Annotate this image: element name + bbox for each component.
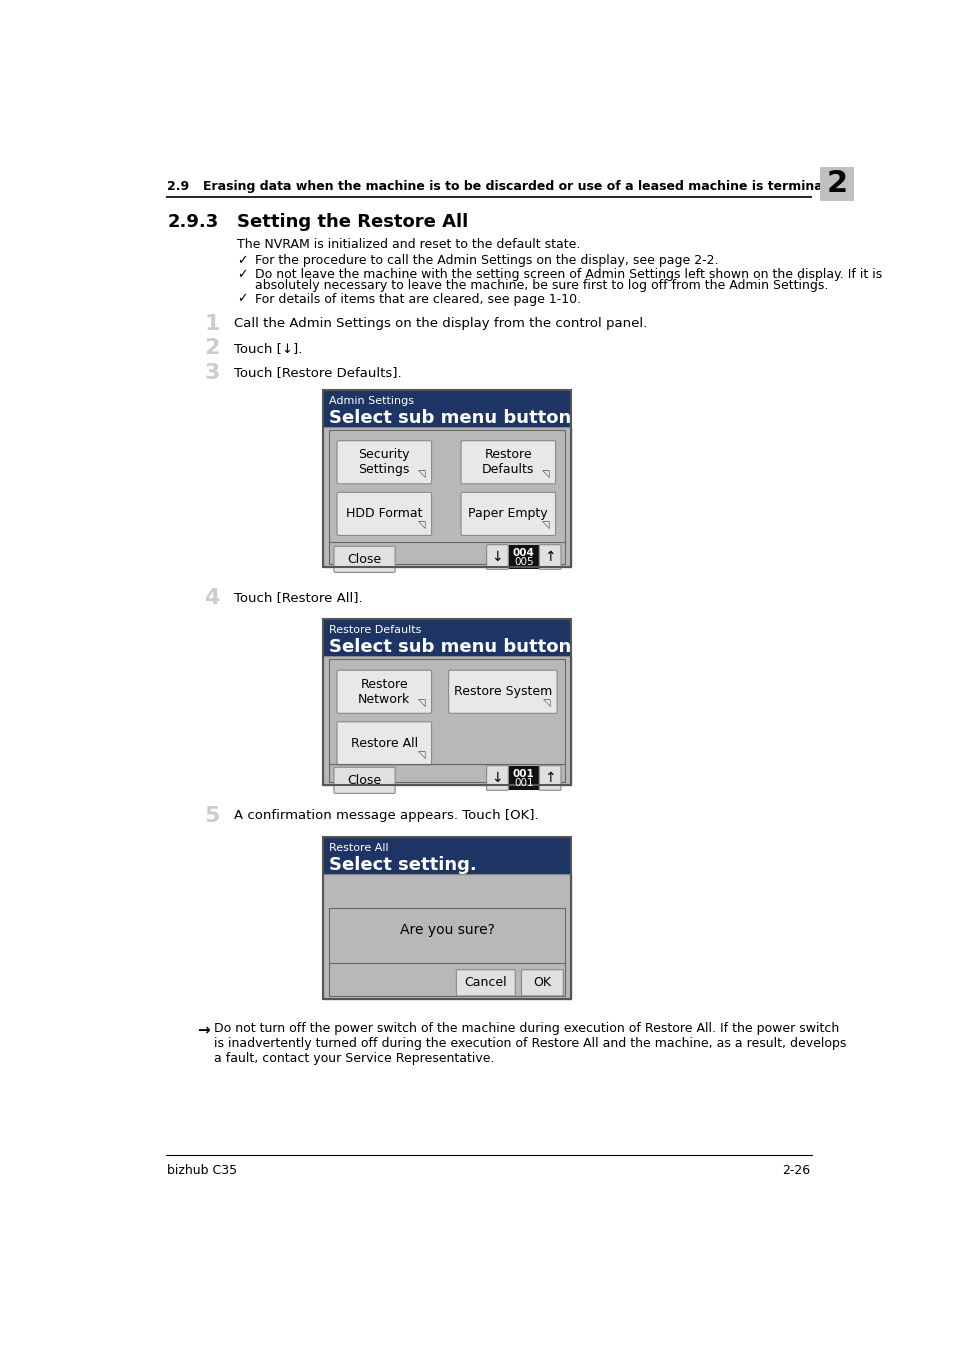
Bar xyxy=(323,620,571,656)
Text: Restore Defaults: Restore Defaults xyxy=(329,625,421,634)
Text: 004: 004 xyxy=(513,548,535,558)
Text: HDD Format: HDD Format xyxy=(346,508,422,520)
Bar xyxy=(329,429,564,564)
Text: Close: Close xyxy=(347,552,381,566)
Text: 5: 5 xyxy=(204,806,219,826)
Text: absolutely necessary to leave the machine, be sure first to log off from the Adm: absolutely necessary to leave the machin… xyxy=(254,278,827,292)
FancyBboxPatch shape xyxy=(486,544,508,570)
Text: ↓: ↓ xyxy=(491,771,503,784)
FancyBboxPatch shape xyxy=(460,493,555,536)
Text: Cancel: Cancel xyxy=(464,976,507,990)
Text: For the procedure to call the Admin Settings on the display, see page 2-2.: For the procedure to call the Admin Sett… xyxy=(254,254,718,267)
Text: 005: 005 xyxy=(514,558,533,567)
Text: ◹: ◹ xyxy=(417,468,425,478)
Bar xyxy=(323,427,571,567)
Bar xyxy=(323,620,571,784)
Text: ◹: ◹ xyxy=(417,749,425,760)
Text: Select sub menu button.: Select sub menu button. xyxy=(329,409,578,427)
Text: 2-26: 2-26 xyxy=(781,1164,810,1177)
Text: Restore
Defaults: Restore Defaults xyxy=(481,448,534,477)
Text: Restore All: Restore All xyxy=(351,737,417,749)
Text: ◹: ◹ xyxy=(417,698,425,707)
Bar xyxy=(509,767,537,790)
FancyBboxPatch shape xyxy=(538,544,560,570)
Text: Touch [Restore All].: Touch [Restore All]. xyxy=(233,591,362,605)
Text: ✓: ✓ xyxy=(236,293,247,305)
Text: ◹: ◹ xyxy=(417,520,425,531)
Text: Do not turn off the power switch of the machine during execution of Restore All.: Do not turn off the power switch of the … xyxy=(213,1022,845,1065)
FancyBboxPatch shape xyxy=(336,440,431,483)
Text: 2.9: 2.9 xyxy=(167,180,190,193)
Text: 4: 4 xyxy=(204,587,219,608)
FancyBboxPatch shape xyxy=(521,969,562,996)
Text: 1: 1 xyxy=(204,313,220,333)
Text: Setting the Restore All: Setting the Restore All xyxy=(236,213,468,231)
Text: 3: 3 xyxy=(204,363,219,383)
Text: Paper Empty: Paper Empty xyxy=(468,508,548,520)
Bar xyxy=(819,166,853,201)
Bar xyxy=(323,837,571,999)
Text: Close: Close xyxy=(347,774,381,787)
Text: Erasing data when the machine is to be discarded or use of a leased machine is t: Erasing data when the machine is to be d… xyxy=(203,180,845,193)
Text: Admin Settings: Admin Settings xyxy=(329,396,414,406)
FancyBboxPatch shape xyxy=(460,440,555,483)
Bar xyxy=(329,909,564,996)
FancyBboxPatch shape xyxy=(538,765,560,790)
Text: 2.9.3: 2.9.3 xyxy=(167,213,218,231)
Text: Are you sure?: Are you sure? xyxy=(399,922,494,937)
Bar xyxy=(323,390,571,427)
FancyBboxPatch shape xyxy=(486,765,508,790)
Text: 001: 001 xyxy=(514,779,533,788)
Text: Touch [Restore Defaults].: Touch [Restore Defaults]. xyxy=(233,366,401,379)
FancyBboxPatch shape xyxy=(456,969,515,996)
Text: ✓: ✓ xyxy=(236,254,247,267)
FancyBboxPatch shape xyxy=(448,670,557,713)
Bar xyxy=(323,875,571,999)
Text: ◹: ◹ xyxy=(541,520,549,531)
Text: Select setting.: Select setting. xyxy=(329,856,476,873)
Text: Security
Settings: Security Settings xyxy=(358,448,410,477)
Text: bizhub C35: bizhub C35 xyxy=(167,1164,237,1177)
FancyBboxPatch shape xyxy=(336,722,431,765)
Bar xyxy=(509,545,537,568)
Text: 2: 2 xyxy=(825,169,846,198)
FancyBboxPatch shape xyxy=(334,547,395,572)
Text: ✓: ✓ xyxy=(236,267,247,281)
Bar xyxy=(323,390,571,567)
Bar xyxy=(323,837,571,875)
Text: Restore System: Restore System xyxy=(454,686,552,698)
FancyBboxPatch shape xyxy=(336,670,431,713)
Text: Restore All: Restore All xyxy=(329,842,389,853)
Text: →: → xyxy=(196,1022,210,1037)
Text: OK: OK xyxy=(533,976,551,990)
Text: ↓: ↓ xyxy=(491,549,503,564)
FancyBboxPatch shape xyxy=(334,767,395,794)
Text: Call the Admin Settings on the display from the control panel.: Call the Admin Settings on the display f… xyxy=(233,317,646,331)
FancyBboxPatch shape xyxy=(336,493,431,536)
Text: ↑: ↑ xyxy=(544,771,556,784)
Text: 001: 001 xyxy=(513,769,534,779)
Bar xyxy=(329,659,564,782)
Text: Touch [↓].: Touch [↓]. xyxy=(233,342,302,355)
Text: The NVRAM is initialized and reset to the default state.: The NVRAM is initialized and reset to th… xyxy=(236,238,579,251)
Text: Restore
Network: Restore Network xyxy=(357,678,410,706)
Text: For details of items that are cleared, see page 1-10.: For details of items that are cleared, s… xyxy=(254,293,580,305)
Text: ◹: ◹ xyxy=(543,698,550,707)
Text: Select sub menu button.: Select sub menu button. xyxy=(329,639,578,656)
Text: Do not leave the machine with the setting screen of Admin Settings left shown on: Do not leave the machine with the settin… xyxy=(254,267,882,281)
Text: 2: 2 xyxy=(204,339,219,358)
Text: ◹: ◹ xyxy=(541,468,549,478)
Bar xyxy=(323,656,571,784)
Text: A confirmation message appears. Touch [OK].: A confirmation message appears. Touch [O… xyxy=(233,809,538,822)
Text: ↑: ↑ xyxy=(544,549,556,564)
